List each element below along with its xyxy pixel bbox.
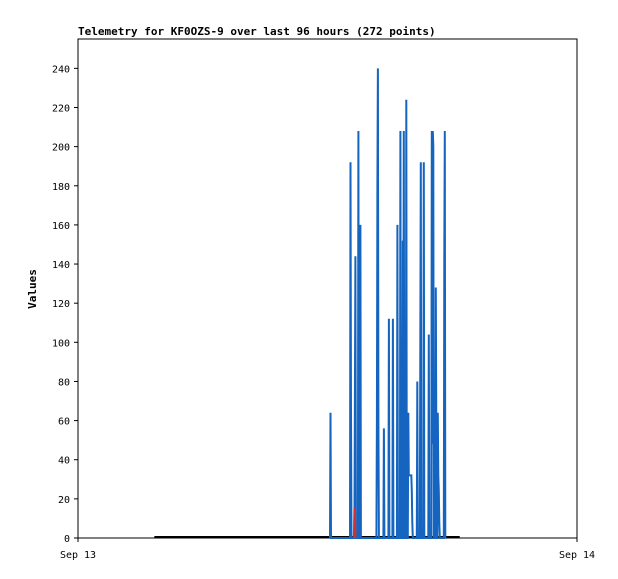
series-layer: [154, 68, 460, 539]
y-tick-label: 120: [52, 299, 70, 310]
y-tick-label: 40: [58, 456, 70, 467]
y-tick-label: 100: [52, 338, 70, 349]
y-tick-label: 80: [58, 377, 70, 388]
x-axis-ticks: Sep 13 Sep 14: [60, 538, 595, 561]
y-tick-label: 20: [58, 495, 70, 506]
plot-area: [77, 38, 578, 539]
y-tick-label: 60: [58, 417, 70, 428]
x-tick-label: Sep 14: [559, 550, 595, 561]
y-axis-label: Values: [26, 269, 39, 309]
y-tick-label: 200: [52, 143, 70, 154]
y-tick-label: 240: [52, 64, 70, 75]
y-tick-label: 180: [52, 182, 70, 193]
y-tick-label: 220: [52, 103, 70, 114]
x-tick-label: Sep 13: [60, 550, 96, 561]
chart-title: Telemetry for KF0OZS-9 over last 96 hour…: [78, 25, 436, 38]
y-tick-label: 160: [52, 221, 70, 232]
series-line-1: [329, 68, 447, 539]
y-axis-ticks: 0 20 40 60 80 100 120 140 160 180 200 220 240: [52, 64, 78, 545]
y-tick-label: 140: [52, 260, 70, 271]
y-tick-label: 0: [64, 534, 70, 545]
series-line-2: [352, 507, 357, 539]
